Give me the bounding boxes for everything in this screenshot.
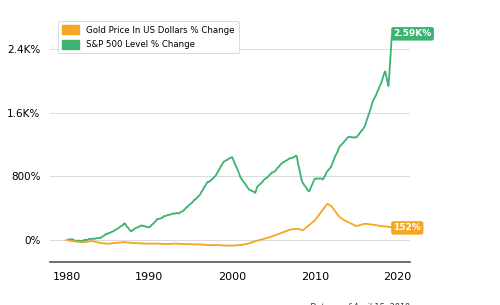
Legend: Gold Price In US Dollars % Change, S&P 500 Level % Change: Gold Price In US Dollars % Change, S&P 5… bbox=[58, 21, 239, 53]
Text: 2.59K%: 2.59K% bbox=[394, 29, 432, 38]
Text: 152%: 152% bbox=[394, 223, 421, 232]
Text: Data as of April 15, 2019: Data as of April 15, 2019 bbox=[310, 303, 410, 305]
